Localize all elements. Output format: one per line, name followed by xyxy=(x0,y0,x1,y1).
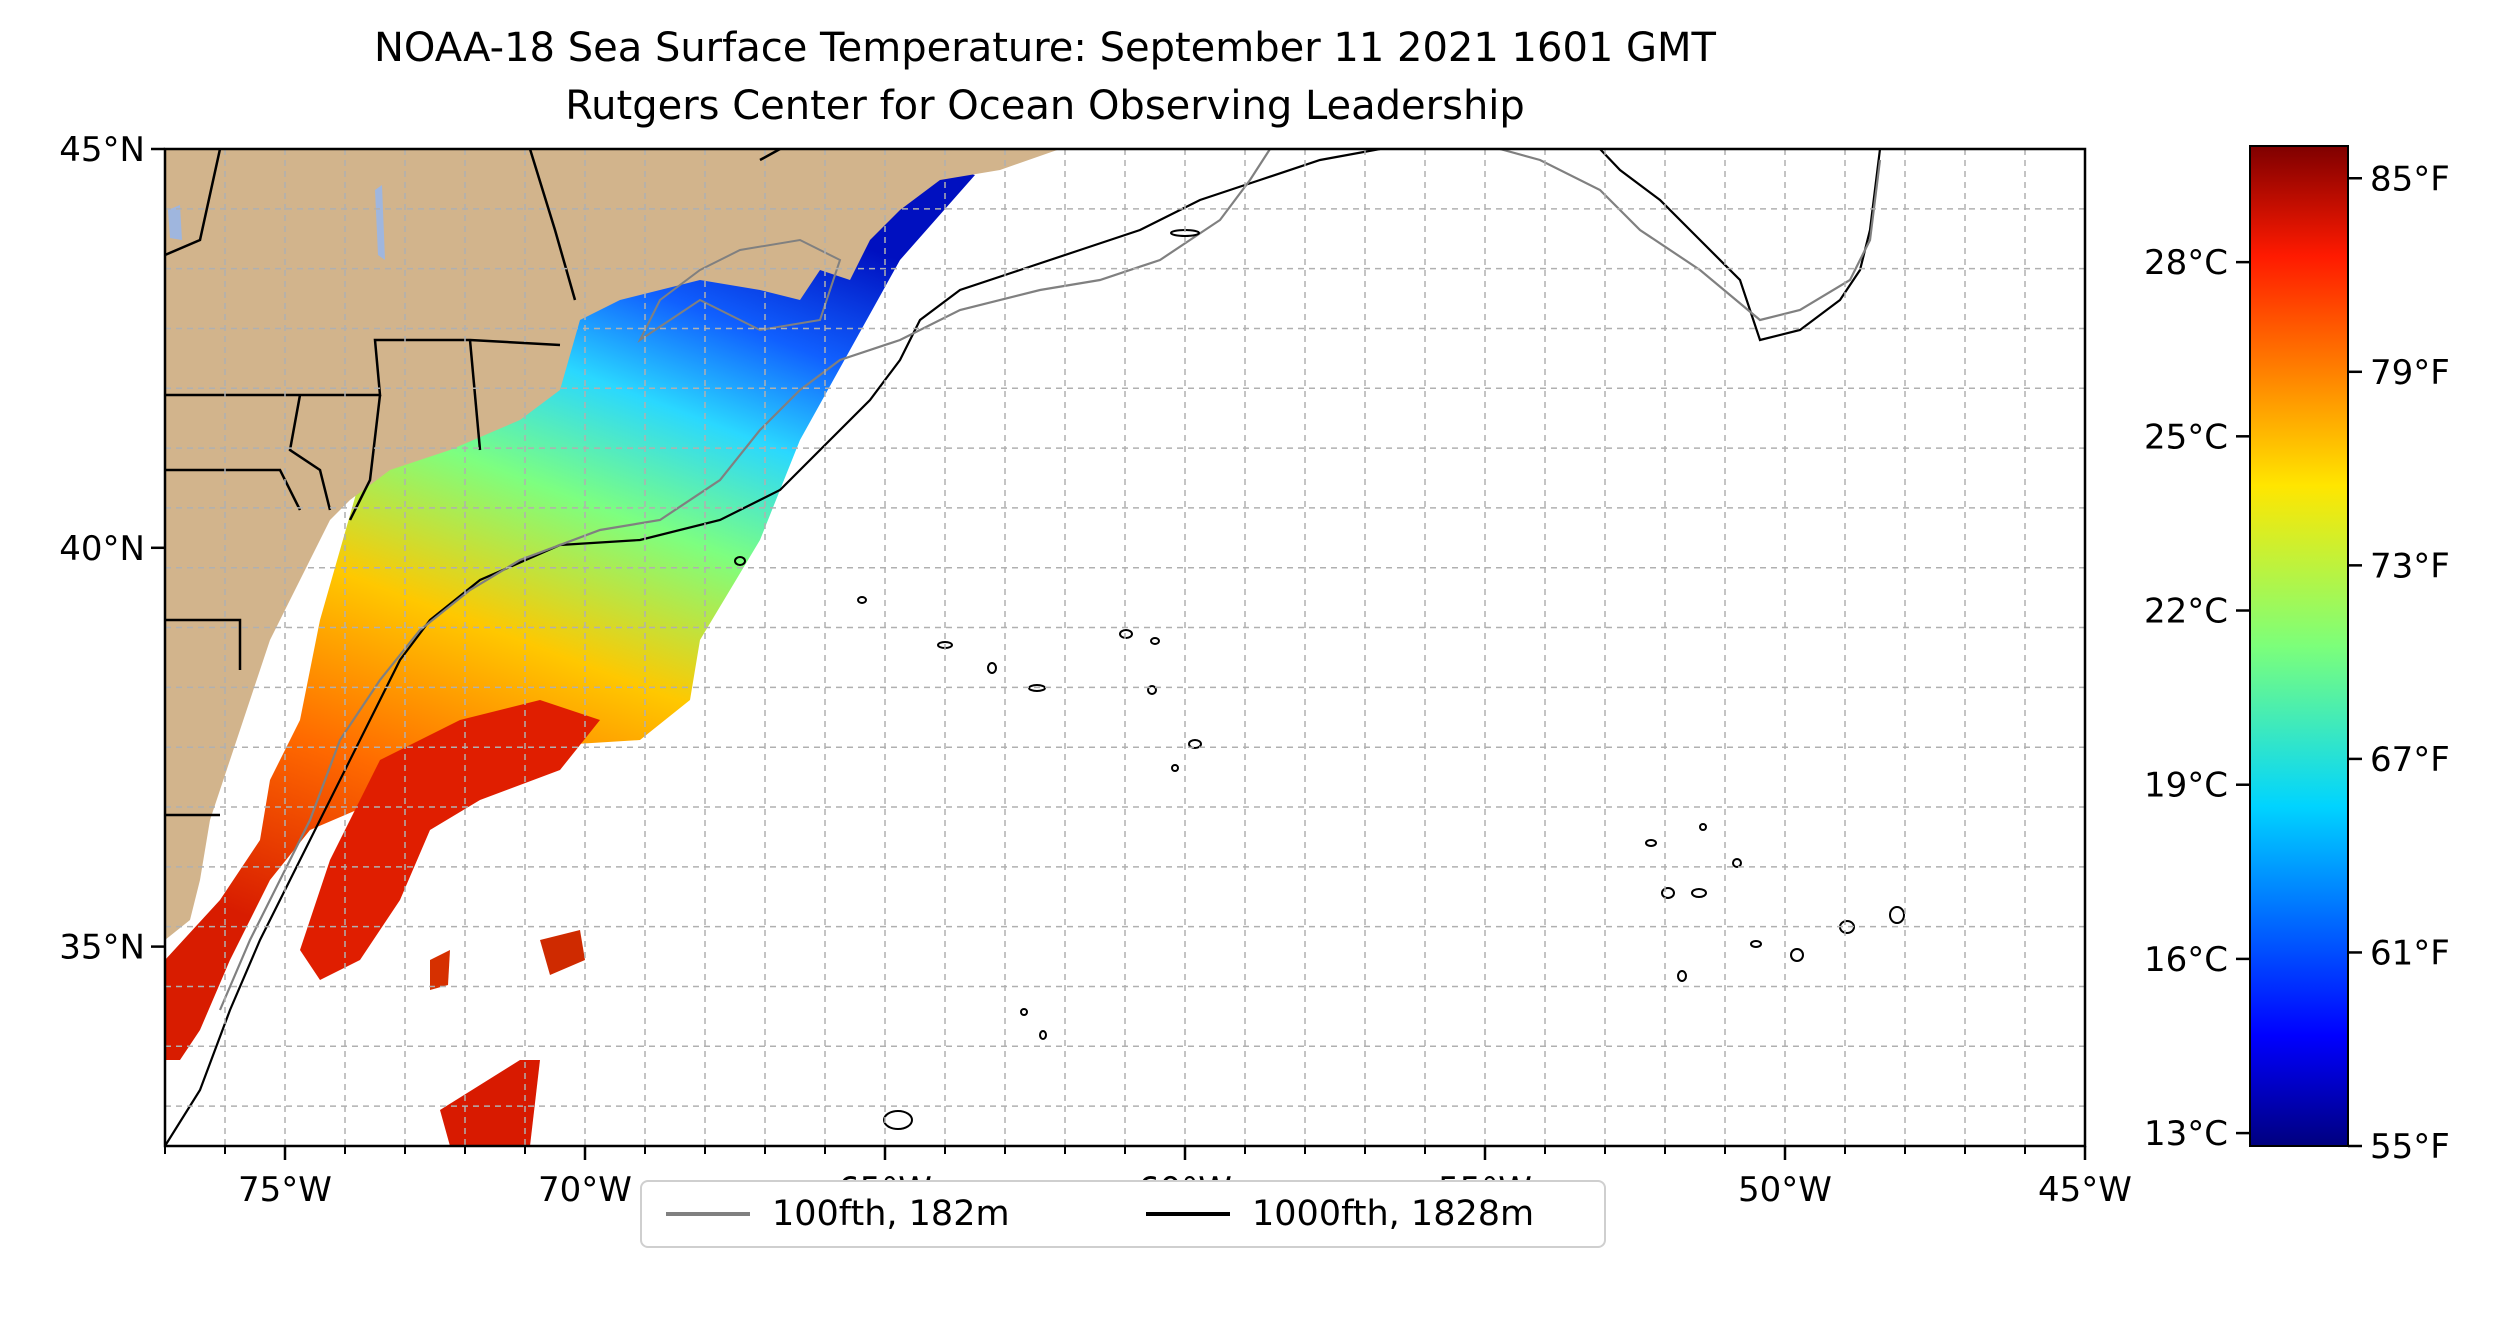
contour-100fth xyxy=(218,149,1882,1011)
colorbar-f-label: 85°F xyxy=(2370,159,2450,199)
contour-100fth xyxy=(637,238,842,343)
legend-swatch-black xyxy=(1146,1212,1230,1216)
legend-label: 100fth, 182m xyxy=(772,1194,1010,1234)
state-borders xyxy=(165,149,781,817)
map-title: NOAA-18 Sea Surface Temperature: Septemb… xyxy=(374,25,1716,71)
legend-label: 1000fth, 1828m xyxy=(1252,1194,1535,1234)
seamounts xyxy=(734,229,1905,1130)
colorbar-f-label: 67°F xyxy=(2370,740,2450,780)
colorbar-ticks: 85°F 79°F 73°F 67°F 61°F 55°F 28°C 25°C 22°C 19°C… xyxy=(2144,159,2450,1167)
colorbar-f-label: 79°F xyxy=(2370,353,2450,393)
legend-swatch-gray xyxy=(666,1212,750,1216)
gridlines xyxy=(165,149,2085,1146)
lat-tick-label: 35°N xyxy=(59,928,145,968)
colorbar-c-label: 19°C xyxy=(2144,766,2228,806)
lake xyxy=(168,205,182,240)
warm-patch xyxy=(540,930,585,975)
lon-tick-label: 45°W xyxy=(2038,1170,2132,1210)
lat-tick-label: 40°N xyxy=(59,529,145,569)
map-subtitle: Rutgers Center for Ocean Observing Leade… xyxy=(565,83,1525,129)
legend: 100fth, 182m 1000fth, 1828m xyxy=(640,1180,1606,1248)
legend-item-1000fth: 1000fth, 1828m xyxy=(1146,1182,1534,1246)
lon-tick-label: 70°W xyxy=(538,1170,632,1210)
warm-patch xyxy=(430,950,450,990)
colorbar-f-label: 73°F xyxy=(2370,546,2450,586)
colorbar-c-label: 13°C xyxy=(2144,1114,2228,1154)
lake xyxy=(375,185,385,260)
colorbar xyxy=(2249,145,2349,1147)
colorbar-f-label: 55°F xyxy=(2370,1127,2450,1167)
colorbar-f-label: 61°F xyxy=(2370,933,2450,973)
sst-swath xyxy=(165,150,975,1060)
lon-tick-label: 75°W xyxy=(238,1170,332,1210)
legend-item-100fth: 100fth, 182m xyxy=(666,1182,1010,1246)
colorbar-c-label: 16°C xyxy=(2144,940,2228,980)
land-area xyxy=(165,149,1060,940)
lon-tick-label: 50°W xyxy=(1738,1170,1832,1210)
map-content xyxy=(165,149,2085,1146)
colorbar-c-label: 25°C xyxy=(2144,417,2228,457)
lat-tick-label: 45°N xyxy=(59,130,145,170)
colorbar-c-label: 28°C xyxy=(2144,243,2228,283)
colorbar-c-label: 22°C xyxy=(2144,592,2228,632)
warm-patch xyxy=(440,1060,540,1146)
contour-1000fth xyxy=(165,149,1882,1146)
